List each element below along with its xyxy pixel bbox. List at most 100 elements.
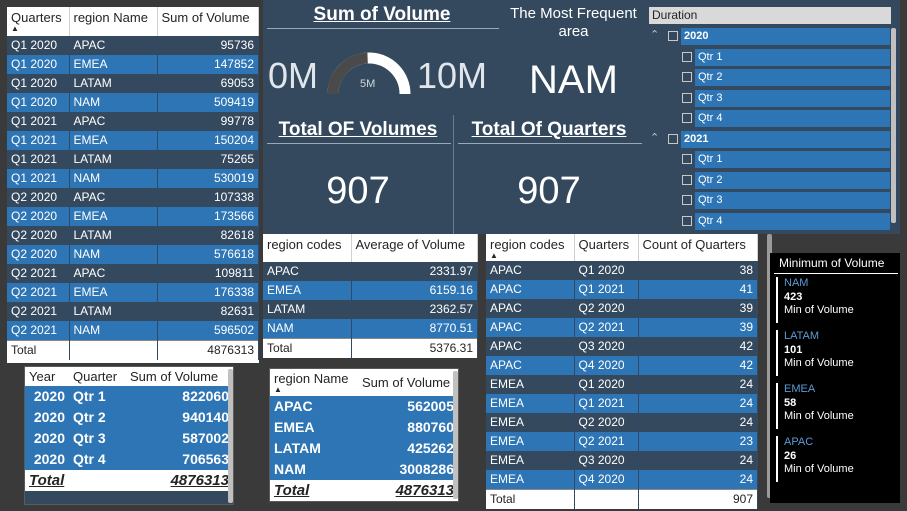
col-header-quarter[interactable]: Quarter <box>69 367 126 386</box>
minimum-volume-item[interactable]: NAM 423 Min of Volume <box>776 277 896 323</box>
region-label: EMEA <box>784 383 816 395</box>
table-row[interactable]: Q1 2021 EMEA 150204 <box>7 131 259 150</box>
checkbox[interactable] <box>682 215 692 226</box>
minimum-volume-item[interactable]: LATAM 101 Min of Volume <box>776 330 896 376</box>
matrix-row[interactable]: APAC 562005 <box>270 396 458 417</box>
col-header-sum-of-volume[interactable]: Sum of Volume <box>358 369 458 396</box>
table-cell: Q2 2021 <box>7 321 70 341</box>
col-header-quarters[interactable]: Quarters <box>574 234 639 261</box>
table-row[interactable]: NAM 8770.51 <box>263 319 478 339</box>
table-row[interactable]: Q2 2020 NAM 576618 <box>7 245 259 264</box>
slicer-year-item[interactable]: ⌃ 2021 <box>646 130 892 148</box>
slicer-quarter-item[interactable]: Qtr 2 <box>646 171 892 189</box>
table-row[interactable]: EMEA Q4 2020 24 <box>486 470 758 490</box>
slicer-quarter-item[interactable]: Qtr 4 <box>646 110 892 127</box>
col-header-count-of-quarters[interactable]: Count of Quarters <box>638 234 758 261</box>
region-label: LATAM <box>784 330 820 342</box>
chevron-up-icon[interactable]: ⌃ <box>650 29 660 41</box>
matrix-row[interactable]: 2020 Qtr 3 587002 <box>25 428 233 449</box>
checkbox[interactable] <box>682 195 692 205</box>
col-header-region-name[interactable]: region Name <box>69 7 158 36</box>
table-row[interactable]: APAC Q2 2020 39 <box>486 299 758 318</box>
col-header-sum-of-volume[interactable]: Sum of Volume <box>157 7 259 36</box>
slicer-quarter-item[interactable]: Qtr 3 <box>646 89 892 107</box>
matrix-row[interactable]: NAM 3008286 <box>270 459 458 480</box>
checkbox[interactable] <box>682 174 692 185</box>
slicer-quarter-item[interactable]: Qtr 1 <box>646 151 892 168</box>
table-row[interactable]: EMEA Q3 2020 24 <box>486 451 758 470</box>
table-row[interactable]: APAC Q1 2021 41 <box>486 280 758 299</box>
checkbox[interactable] <box>682 113 692 123</box>
table-row[interactable]: LATAM 2362.57 <box>263 300 478 319</box>
table-row[interactable]: Q2 2021 NAM 596502 <box>7 321 259 341</box>
table-row[interactable]: Q1 2021 APAC 99778 <box>7 112 259 131</box>
table-row[interactable]: APAC Q4 2020 42 <box>486 356 758 375</box>
matrix-row[interactable]: 2020 Qtr 2 940140 <box>25 407 233 428</box>
table-row[interactable]: Q2 2020 APAC 107338 <box>7 188 259 207</box>
col-header-quarters[interactable]: Quarters ▲ <box>7 7 70 36</box>
slicer-quarter-item[interactable]: Qtr 1 <box>646 48 892 66</box>
sort-ascending-icon[interactable]: ▲ <box>274 385 282 394</box>
table-row[interactable]: Q2 2020 LATAM 82618 <box>7 226 259 245</box>
slicer-quarter-item[interactable]: Qtr 4 <box>646 212 892 230</box>
matrix-row[interactable]: LATAM 425262 <box>270 438 458 459</box>
table-row[interactable]: Q2 2020 EMEA 173566 <box>7 207 259 226</box>
slicer-quarter-item[interactable]: Qtr 2 <box>646 69 892 86</box>
table-row[interactable]: APAC Q1 2020 38 <box>486 261 758 280</box>
slicer-quarter-item[interactable]: Qtr 3 <box>646 192 892 209</box>
col-header-region-codes[interactable]: region codes ▲ <box>486 234 575 261</box>
total-value: 4876313 <box>157 340 259 360</box>
region-matrix-scrollbar[interactable] <box>453 371 458 499</box>
matrix-row[interactable]: 2020 Qtr 1 822060 <box>25 386 233 407</box>
table-row[interactable]: Q2 2021 LATAM 82631 <box>7 302 259 321</box>
sort-ascending-icon[interactable]: ▲ <box>11 24 19 33</box>
minimum-volume-item[interactable]: APAC 26 Min of Volume <box>776 436 896 482</box>
table-cell: 99778 <box>157 112 259 131</box>
table-cell: 24 <box>638 470 758 490</box>
checkbox[interactable] <box>682 51 692 62</box>
table-row[interactable]: Q2 2021 APAC 109811 <box>7 264 259 283</box>
table-row[interactable]: Q2 2021 EMEA 176338 <box>7 283 259 302</box>
table-cell: LATAM <box>69 302 158 321</box>
checkbox[interactable] <box>668 133 678 144</box>
checkbox[interactable] <box>682 72 692 82</box>
slicer-item-bar <box>695 192 890 209</box>
checkbox[interactable] <box>668 31 678 41</box>
table-row[interactable]: Q1 2020 APAC 95736 <box>7 36 259 55</box>
most-frequent-area-card: The Most Frequent area NAM <box>501 0 646 115</box>
col-header-sum-of-volume[interactable]: Sum of Volume <box>126 367 233 386</box>
table-row[interactable]: Q1 2021 NAM 530019 <box>7 169 259 188</box>
table-row[interactable]: APAC 2331.97 <box>263 262 478 281</box>
slicer-scrollbar[interactable] <box>891 28 896 223</box>
table-row[interactable]: EMEA Q2 2020 24 <box>486 413 758 432</box>
table-row[interactable]: Q1 2021 LATAM 75265 <box>7 150 259 169</box>
minimum-volume-item[interactable]: EMEA 58 Min of Volume <box>776 383 896 429</box>
table-row[interactable]: EMEA 6159.16 <box>263 281 478 300</box>
sort-ascending-icon[interactable]: ▲ <box>490 251 498 260</box>
col-header-region-name[interactable]: region Name ▲ <box>270 369 358 396</box>
col-header-year[interactable]: Year <box>25 367 69 386</box>
total-value: 4876313 <box>358 480 458 501</box>
table-row[interactable]: Q1 2020 NAM 509419 <box>7 93 259 112</box>
table-row[interactable]: EMEA Q2 2021 23 <box>486 432 758 451</box>
col-header-region-codes[interactable]: region codes <box>263 234 352 262</box>
checkbox[interactable] <box>682 154 692 164</box>
table-row[interactable]: Q1 2020 LATAM 69053 <box>7 74 259 93</box>
col-header-average-of-volume[interactable]: Average of Volume <box>351 234 478 262</box>
table-row[interactable]: APAC Q3 2020 42 <box>486 337 758 356</box>
slicer-year-item[interactable]: ⌃ 2020 <box>646 28 892 45</box>
matrix-row[interactable]: EMEA 880760 <box>270 417 458 438</box>
table-row[interactable]: APAC Q2 2021 39 <box>486 318 758 337</box>
checkbox[interactable] <box>682 92 692 103</box>
table-cell: 173566 <box>157 207 259 226</box>
slicer-item-bar <box>695 151 890 168</box>
matrix-row[interactable]: 2020 Qtr 4 706563 <box>25 449 233 470</box>
region-label: APAC <box>784 436 814 448</box>
table-row[interactable]: Q1 2020 EMEA 147852 <box>7 55 259 74</box>
year-matrix-scrollbar[interactable] <box>228 369 233 503</box>
count-of-quarters-table: region codes ▲ Quarters Count of Quarter… <box>486 234 758 509</box>
table-row[interactable]: EMEA Q1 2020 24 <box>486 375 758 394</box>
chevron-up-icon[interactable]: ⌃ <box>650 131 660 144</box>
table-row[interactable]: EMEA Q1 2021 24 <box>486 394 758 413</box>
count-table-scrollbar[interactable] <box>767 234 772 498</box>
